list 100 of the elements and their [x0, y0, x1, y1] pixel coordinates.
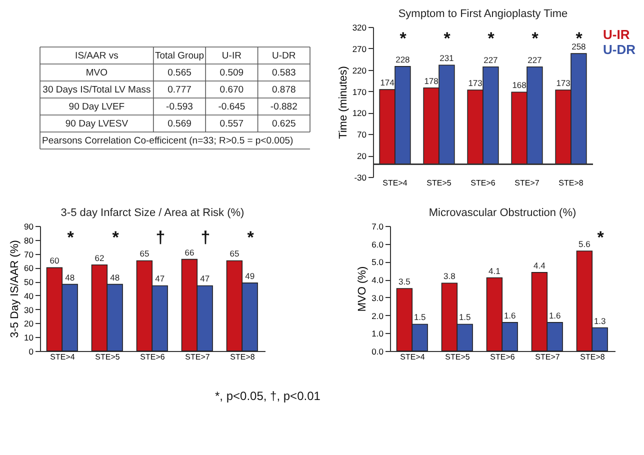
y-tick-label: 30	[24, 304, 34, 315]
y-tick-label: -30	[354, 172, 367, 182]
y-tick-label: 170	[352, 86, 367, 97]
text: 0.583	[272, 68, 296, 78]
y-axis-title: Time (minutes)	[337, 66, 350, 139]
data-label: 1.5	[458, 312, 472, 322]
y-tick-label: 320	[352, 22, 367, 32]
data-label: 227	[528, 54, 542, 65]
y-tick-label: 70	[357, 130, 367, 140]
x-tick-label: STE>8	[580, 352, 606, 362]
data-label: 62	[94, 252, 104, 263]
data-label: 227	[484, 54, 498, 65]
data-label: 3.8	[444, 271, 456, 282]
annotation: †	[200, 228, 210, 247]
y-tick-label: 120	[352, 108, 367, 118]
x-tick-label: STE>5	[426, 178, 452, 188]
x-tick-label: STE>4	[50, 352, 76, 362]
y-tick-label: 4.0	[372, 275, 384, 286]
data-label: 173	[468, 78, 483, 88]
y-tick-label: 10	[24, 332, 34, 343]
data-label: 60	[50, 256, 60, 266]
y-tick-label: 1.0	[372, 328, 384, 339]
text: Pearsons Correlation Co-efficicent (n=33; R>0.5 = p<0.005)	[42, 136, 294, 146]
y-tick-label: 50	[24, 277, 34, 288]
x-tick-label: STE>5	[445, 352, 470, 362]
y-tick-label: 90	[24, 222, 34, 232]
annotation: *	[597, 228, 604, 247]
annotation: *	[400, 29, 407, 48]
data-label: 4.4	[534, 260, 546, 270]
x-tick-label: STE>7	[185, 352, 210, 362]
data-label: 231	[440, 53, 454, 64]
text: *, p<0.05, †, p<0.01	[215, 389, 321, 403]
data-label: 178	[424, 76, 439, 86]
y-tick-label: 80	[24, 235, 34, 246]
y-tick-label: 20	[24, 318, 34, 329]
text: -0.645	[218, 102, 246, 112]
category-label: U-IR	[222, 50, 242, 62]
x-tick-label: STE>8	[230, 352, 256, 362]
text: 0.777	[168, 84, 192, 96]
data-label: 1.6	[548, 310, 562, 320]
chart-title: Symptom to First Angioplasty Time	[398, 8, 568, 20]
y-tick-label: 40	[24, 290, 34, 301]
data-label: 228	[396, 54, 410, 64]
y-tick-label: 7.0	[372, 222, 384, 232]
y-tick-label: 5.0	[372, 257, 384, 268]
y-tick-label: 270	[352, 44, 367, 54]
x-tick-label: STE>6	[470, 178, 496, 188]
text: 0.569	[168, 118, 192, 130]
data-label: 1.6	[504, 310, 516, 320]
data-label: 66	[184, 247, 194, 258]
category-label: U-DR	[272, 50, 296, 62]
annotation: †	[156, 228, 166, 247]
x-tick-label: STE>6	[490, 352, 516, 362]
text: -0.882	[270, 102, 298, 112]
y-tick-label: 60	[24, 263, 34, 274]
data-label: 48	[110, 272, 120, 282]
data-label: 5.6	[578, 239, 591, 249]
y-tick-label: 20	[357, 151, 367, 162]
y-tick-label: 2.0	[372, 310, 384, 321]
data-label: 258	[572, 42, 586, 52]
x-tick-label: STE>8	[558, 178, 584, 188]
annotation: *	[67, 228, 74, 247]
category-label: IS/AAR vs	[75, 50, 119, 62]
x-tick-label: STE>7	[514, 178, 540, 188]
text: 0.565	[168, 68, 192, 78]
text: 0.670	[220, 84, 244, 96]
text: 0.625	[272, 118, 296, 130]
annotation: *	[112, 228, 120, 247]
annotation: *	[488, 29, 495, 48]
x-tick-label: STE>6	[140, 352, 166, 362]
data-label: 47	[155, 274, 165, 284]
x-tick-label: STE>4	[400, 352, 426, 362]
data-label: 173	[556, 78, 571, 88]
data-label: 4.1	[488, 266, 501, 276]
annotation: *	[444, 29, 451, 48]
y-tick-label: 6.0	[372, 239, 384, 250]
category-label: MVO	[86, 68, 108, 78]
data-label: 1.3	[594, 316, 606, 326]
y-tick-label: 0.0	[372, 346, 384, 356]
y-axis-title: MVO (%)	[356, 266, 369, 312]
annotation: *	[532, 29, 539, 48]
text: 0.878	[272, 84, 296, 96]
category-label: 90 Day LVEF	[68, 102, 125, 112]
annotation: *	[247, 228, 254, 247]
chart-title: 3-5 day Infarct Size / Area at Risk (%)	[60, 207, 244, 219]
text: -0.593	[166, 102, 193, 112]
x-tick-label: STE>7	[535, 352, 560, 362]
x-tick-label: STE>4	[382, 178, 408, 188]
data-label: 65	[230, 248, 240, 259]
y-tick-label: 3.0	[372, 292, 384, 303]
text: 0.509	[220, 68, 244, 78]
data-label: 47	[200, 274, 210, 284]
text: U-IR	[603, 27, 630, 42]
series-label: U-DR	[603, 42, 636, 57]
data-label: 48	[65, 272, 75, 282]
category-label: Total Group	[154, 50, 204, 62]
data-label: 174	[380, 78, 395, 88]
data-label: 49	[245, 270, 255, 281]
y-tick-label: 0	[28, 346, 34, 356]
data-label: 3.5	[398, 276, 411, 286]
